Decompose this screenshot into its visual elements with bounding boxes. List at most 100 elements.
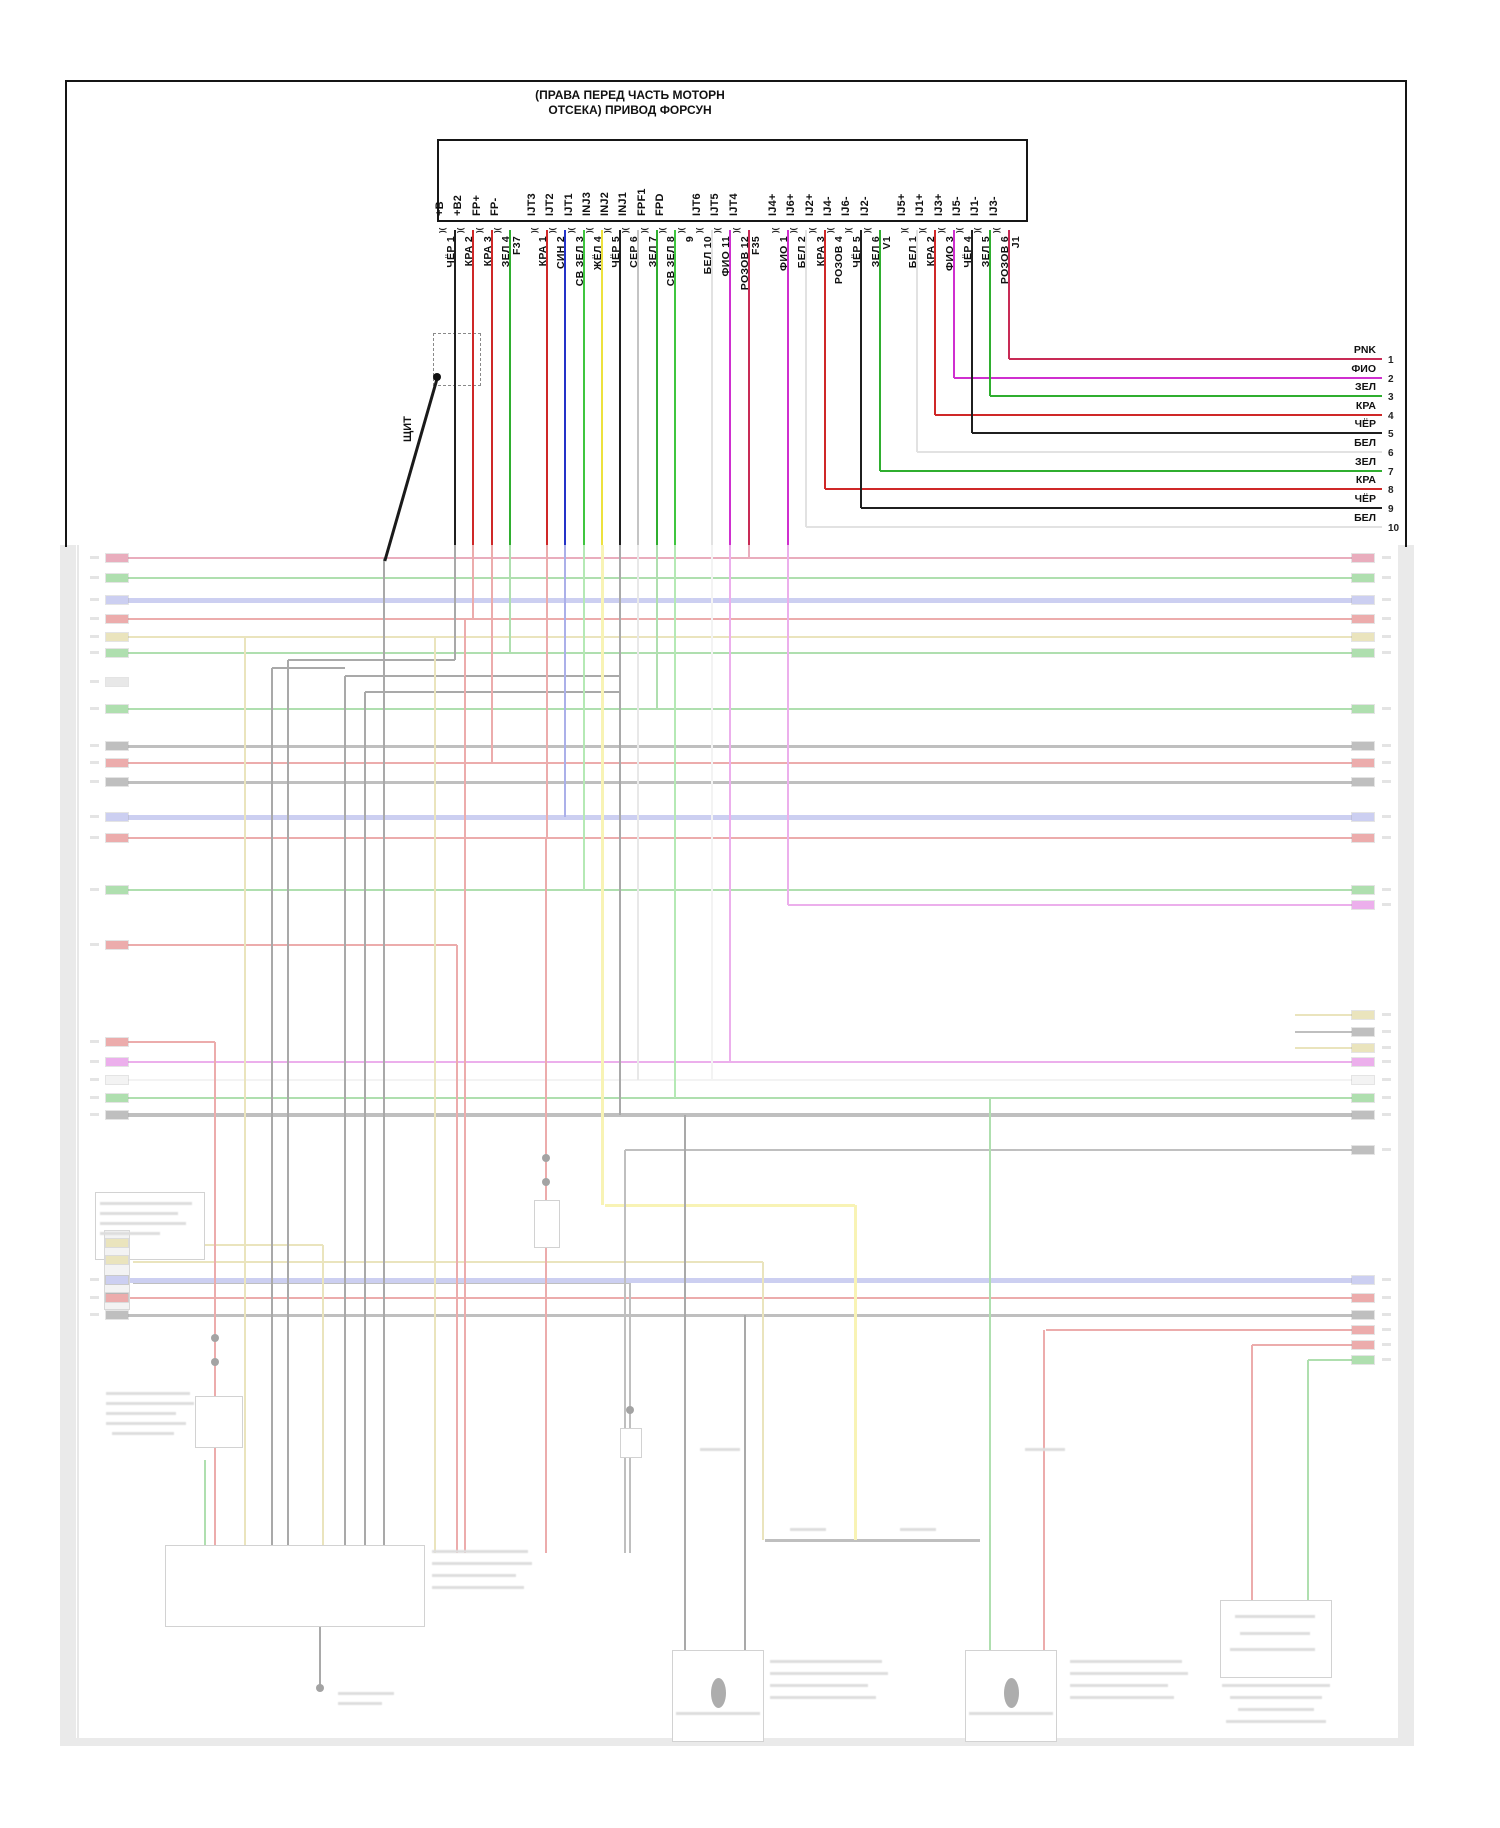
wire — [917, 450, 1382, 454]
wire — [229, 1548, 231, 1562]
connector-pin-stub — [1352, 1341, 1374, 1349]
pin-number-tag — [1382, 1328, 1391, 1331]
wire — [128, 707, 1352, 711]
connector-pin-bracket-icon: )( — [955, 227, 964, 233]
pin-number-tag — [90, 780, 99, 783]
wire — [128, 1078, 1352, 1082]
wire — [379, 1548, 381, 1562]
terminal-pin-number: 1 — [1388, 355, 1394, 366]
connector-pin-wire-code: РОЗОВ 4 — [833, 236, 845, 285]
wire — [128, 1113, 1352, 1117]
illegible-text-line — [338, 1692, 394, 1695]
illegible-text-line — [770, 1696, 876, 1699]
wire — [279, 1548, 281, 1562]
wire — [623, 1150, 627, 1553]
connector-pin-stub — [1352, 1311, 1374, 1319]
pin-number-tag — [90, 680, 99, 683]
pin-number-tag — [90, 744, 99, 747]
connector-group-label: F35 — [750, 236, 762, 255]
pin-number-tag — [1382, 635, 1391, 638]
connector-pin-stub — [106, 1111, 128, 1119]
connector-pin-stub — [106, 574, 128, 582]
wire — [636, 545, 640, 1080]
connector-pin-wire-code: КРА 3 — [815, 236, 827, 267]
terminal-wire-color-label: ЧЁР — [1354, 418, 1376, 430]
illegible-text-line — [969, 1712, 1053, 1715]
wire — [254, 1548, 256, 1562]
pin-number-tag — [90, 1313, 99, 1316]
connector-pin-wire-code: ЧЁР 5 — [851, 236, 863, 268]
wire — [77, 545, 79, 1738]
pin-number-tag — [1382, 1060, 1391, 1063]
connector-pin-bracket-icon: )( — [640, 227, 649, 233]
wire — [1252, 1343, 1352, 1347]
connector-pin-stub — [1352, 596, 1374, 604]
terminal-pin-number: 3 — [1388, 392, 1394, 403]
terminal-pin-number: 7 — [1388, 467, 1394, 478]
wire — [304, 1548, 306, 1562]
connector-pin-wire-code: СВ ЗЕЛ 3 — [574, 236, 586, 287]
illegible-text-line — [432, 1586, 524, 1589]
connector-pin-wire-code: КРА 1 — [537, 236, 549, 267]
terminal-pin-number: 10 — [1388, 523, 1400, 534]
wire — [128, 1313, 1352, 1317]
wire — [128, 943, 457, 947]
terminal-pin-number: 8 — [1388, 485, 1394, 496]
pin-number-tag — [90, 635, 99, 638]
illegible-text-line — [900, 1528, 936, 1531]
pin-number-tag — [90, 1296, 99, 1299]
connector-pin-stub — [106, 633, 128, 641]
pin-number-tag — [1382, 576, 1391, 579]
connector-title-line1: (ПРАВА ПЕРЕД ЧАСТЬ МОТОРН — [535, 88, 725, 102]
illegible-text-line — [106, 1392, 190, 1395]
connector-pin-label: IJ4- — [822, 196, 834, 216]
connector-group-label: J1 — [1010, 236, 1022, 249]
terminal-pin-number: 5 — [1388, 429, 1394, 440]
component-box — [672, 1650, 764, 1742]
wire — [786, 545, 790, 905]
wire — [600, 545, 604, 1205]
wire — [128, 1296, 1352, 1300]
wire — [128, 814, 1352, 820]
pin-number-tag — [1382, 707, 1391, 710]
connector-pin-stub — [106, 649, 128, 657]
pin-number-tag — [90, 1278, 99, 1281]
connector-title: (ПРАВА ПЕРЕД ЧАСТЬ МОТОРН ОТСЕКА) ПРИВОД… — [430, 88, 830, 118]
illegible-text-line — [100, 1212, 178, 1215]
connector-pin-wire-code: ЗЕЛ 7 — [647, 236, 659, 268]
connector-pin-stub — [106, 778, 128, 786]
junction-dot — [211, 1334, 219, 1342]
wire — [563, 230, 567, 545]
wire — [168, 1587, 422, 1589]
wire — [128, 888, 1352, 892]
connector-pin-bracket-icon: )( — [918, 227, 927, 233]
connector-pin-label: IJT1 — [563, 193, 575, 216]
pin-number-tag — [90, 943, 99, 946]
component-box — [1220, 1600, 1332, 1678]
junction-dot — [626, 1406, 634, 1414]
pin-number-tag — [1382, 1013, 1391, 1016]
wire — [128, 576, 1352, 580]
pin-number-tag — [1382, 1343, 1391, 1346]
wire — [128, 617, 1352, 621]
wire — [618, 545, 622, 1115]
pin-number-tag — [1382, 1313, 1391, 1316]
connector-pin-stub — [1352, 1294, 1374, 1302]
connector-pin-stub — [106, 1256, 128, 1264]
pin-number-tag — [1382, 1078, 1391, 1081]
wire — [673, 545, 677, 1098]
connector-pin-stub — [1352, 834, 1374, 842]
terminal-wire-color-label: БЕЛ — [1354, 512, 1376, 524]
pin-number-tag — [90, 888, 99, 891]
wire — [582, 230, 586, 545]
motor-symbol — [1004, 1678, 1019, 1708]
wire — [563, 545, 567, 817]
pin-number-tag — [1382, 780, 1391, 783]
wire — [655, 545, 659, 709]
pin-number-tag — [90, 1040, 99, 1043]
illegible-text-line — [1226, 1720, 1326, 1723]
connector-pin-stub — [106, 1294, 128, 1302]
connector-pin-label: IJT5 — [709, 193, 721, 216]
connector-pin-label: FP- — [489, 197, 501, 216]
connector-pin-label: IJT3 — [526, 193, 538, 216]
